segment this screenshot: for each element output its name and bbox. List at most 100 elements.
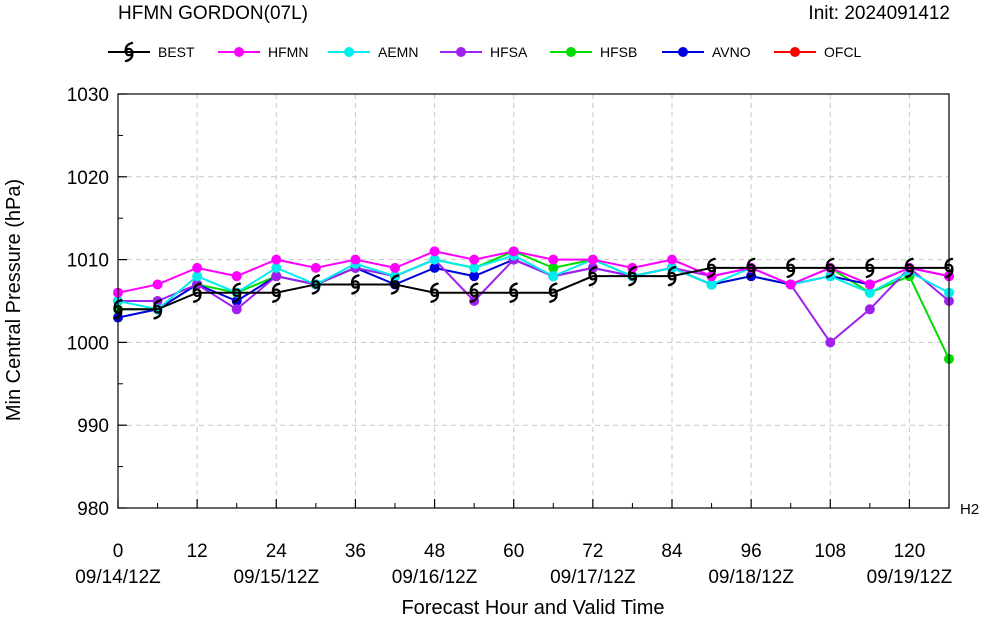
series-line-best	[118, 266, 949, 311]
x-date-label: 09/15/12Z	[233, 567, 319, 588]
legend-marker	[344, 47, 354, 57]
y-tick-label: 1030	[67, 85, 109, 106]
best-track-marker	[588, 265, 598, 287]
best-track-marker	[548, 282, 558, 303]
legend-marker	[790, 47, 800, 57]
best-track-marker	[192, 282, 202, 303]
x-tick-label: 84	[661, 541, 683, 562]
series-point-avno	[429, 262, 440, 273]
best-track-marker	[746, 257, 756, 279]
x-tick-label: 12	[187, 541, 208, 562]
x-tick-label: 36	[345, 541, 366, 562]
series-point-hfmn	[469, 254, 480, 265]
legend-marker	[456, 47, 466, 57]
legend-marker	[566, 47, 576, 57]
series-line-hfmn	[117, 250, 950, 294]
legend: BEST HFMN AEMN HFSA HFSB AVNO OFCL	[108, 41, 862, 63]
series-point-aemn	[271, 262, 282, 273]
legend-label: HFMN	[268, 44, 308, 60]
series-point-aemn	[192, 271, 203, 282]
y-tick-label: 990	[77, 416, 109, 437]
legend-label: AVNO	[712, 44, 751, 60]
series-point-aemn	[864, 287, 875, 298]
best-track-marker	[430, 282, 440, 303]
x-tick-label: 0	[113, 541, 124, 562]
series-point-hfmn	[271, 254, 282, 265]
series-point-aemn	[469, 262, 480, 273]
series-point-hfmn	[785, 279, 796, 290]
best-track-marker	[469, 282, 479, 303]
x-axis-label: Forecast Hour and Valid Time	[401, 597, 664, 618]
legend-item-avno: AVNO	[662, 44, 751, 60]
series-point-hfsa	[271, 271, 282, 282]
x-tick-label: 72	[582, 541, 603, 562]
y-tick-label: 1020	[67, 168, 109, 189]
best-track-marker	[390, 274, 400, 295]
series-point-hfmn	[429, 246, 440, 257]
grid	[118, 94, 949, 508]
best-track-marker	[904, 257, 914, 279]
best-track-marker	[667, 265, 677, 287]
storm-category-label: H2	[960, 501, 979, 518]
x-tick-label: 60	[503, 541, 524, 562]
x-date-label: 09/17/12Z	[550, 567, 636, 588]
series-point-hfmn	[667, 254, 677, 265]
legend-label: HFSA	[490, 44, 528, 60]
series-point-hfsb	[548, 262, 559, 273]
y-tick-label: 1000	[67, 333, 109, 354]
y-tick-label: 1010	[67, 251, 109, 272]
x-tick-label: 96	[741, 541, 762, 562]
y-axis-label: Min Central Pressure (hPa)	[3, 179, 25, 421]
x-tick-label: 48	[424, 541, 445, 562]
legend-item-hfmn: HFMN	[218, 44, 308, 60]
x-tick-label: 108	[814, 541, 846, 562]
series-layer	[113, 246, 954, 364]
axes: 0 12 24 36 48 60 72 84 96 108 120 09/14/12Z 09/15/12…	[67, 85, 953, 588]
series-point-avno	[469, 271, 480, 282]
best-track-marker	[786, 257, 796, 279]
series-point-aemn	[706, 279, 717, 290]
series-point-hfmn	[587, 254, 598, 265]
x-date-label: 09/19/12Z	[867, 567, 953, 588]
x-tick-label: 120	[894, 541, 926, 562]
series-point-hfmn	[231, 271, 242, 282]
legend-label: HFSB	[600, 44, 637, 60]
legend-item-best: BEST	[108, 41, 195, 63]
series-point-hfmn	[508, 246, 519, 257]
best-track-marker	[232, 282, 242, 303]
x-tick-label: 24	[266, 541, 288, 562]
chart-title: HFMN GORDON(07L)	[118, 3, 308, 24]
legend-item-hfsa: HFSA	[440, 44, 528, 60]
x-date-label: 09/16/12Z	[392, 567, 478, 588]
best-track-marker	[707, 257, 717, 279]
legend-label: AEMN	[378, 44, 418, 60]
best-track-marker	[271, 282, 281, 303]
x-date-label: 09/18/12Z	[708, 567, 794, 588]
best-track-marker	[509, 282, 519, 303]
legend-item-hfsb: HFSB	[550, 44, 637, 60]
best-track-marker	[825, 257, 835, 279]
series-point-hfmn	[548, 254, 559, 265]
series-point-hfsa	[864, 304, 875, 315]
best-track-marker	[865, 257, 875, 279]
legend-marker	[234, 47, 244, 57]
series-point-aemn	[548, 271, 559, 282]
legend-item-aemn: AEMN	[328, 44, 418, 60]
best-track-marker	[350, 274, 360, 295]
series-line-hfsa	[118, 258, 950, 344]
y-tick-label: 980	[77, 499, 109, 520]
legend-item-ofcl: OFCL	[774, 44, 862, 60]
series-point-aemn	[429, 254, 440, 265]
plot-frame	[117, 93, 950, 509]
legend-label: BEST	[158, 44, 195, 60]
series-point-hfmn	[390, 262, 400, 273]
best-track-marker	[153, 299, 163, 320]
series-point-hfsa	[231, 304, 242, 315]
x-date-label: 09/14/12Z	[75, 567, 161, 588]
series-point-hfmn	[152, 279, 163, 290]
series-line-aemn	[117, 254, 950, 311]
best-track-marker	[627, 265, 637, 287]
legend-hurricane-icon	[124, 41, 134, 63]
series-point-hfmn	[192, 262, 203, 273]
